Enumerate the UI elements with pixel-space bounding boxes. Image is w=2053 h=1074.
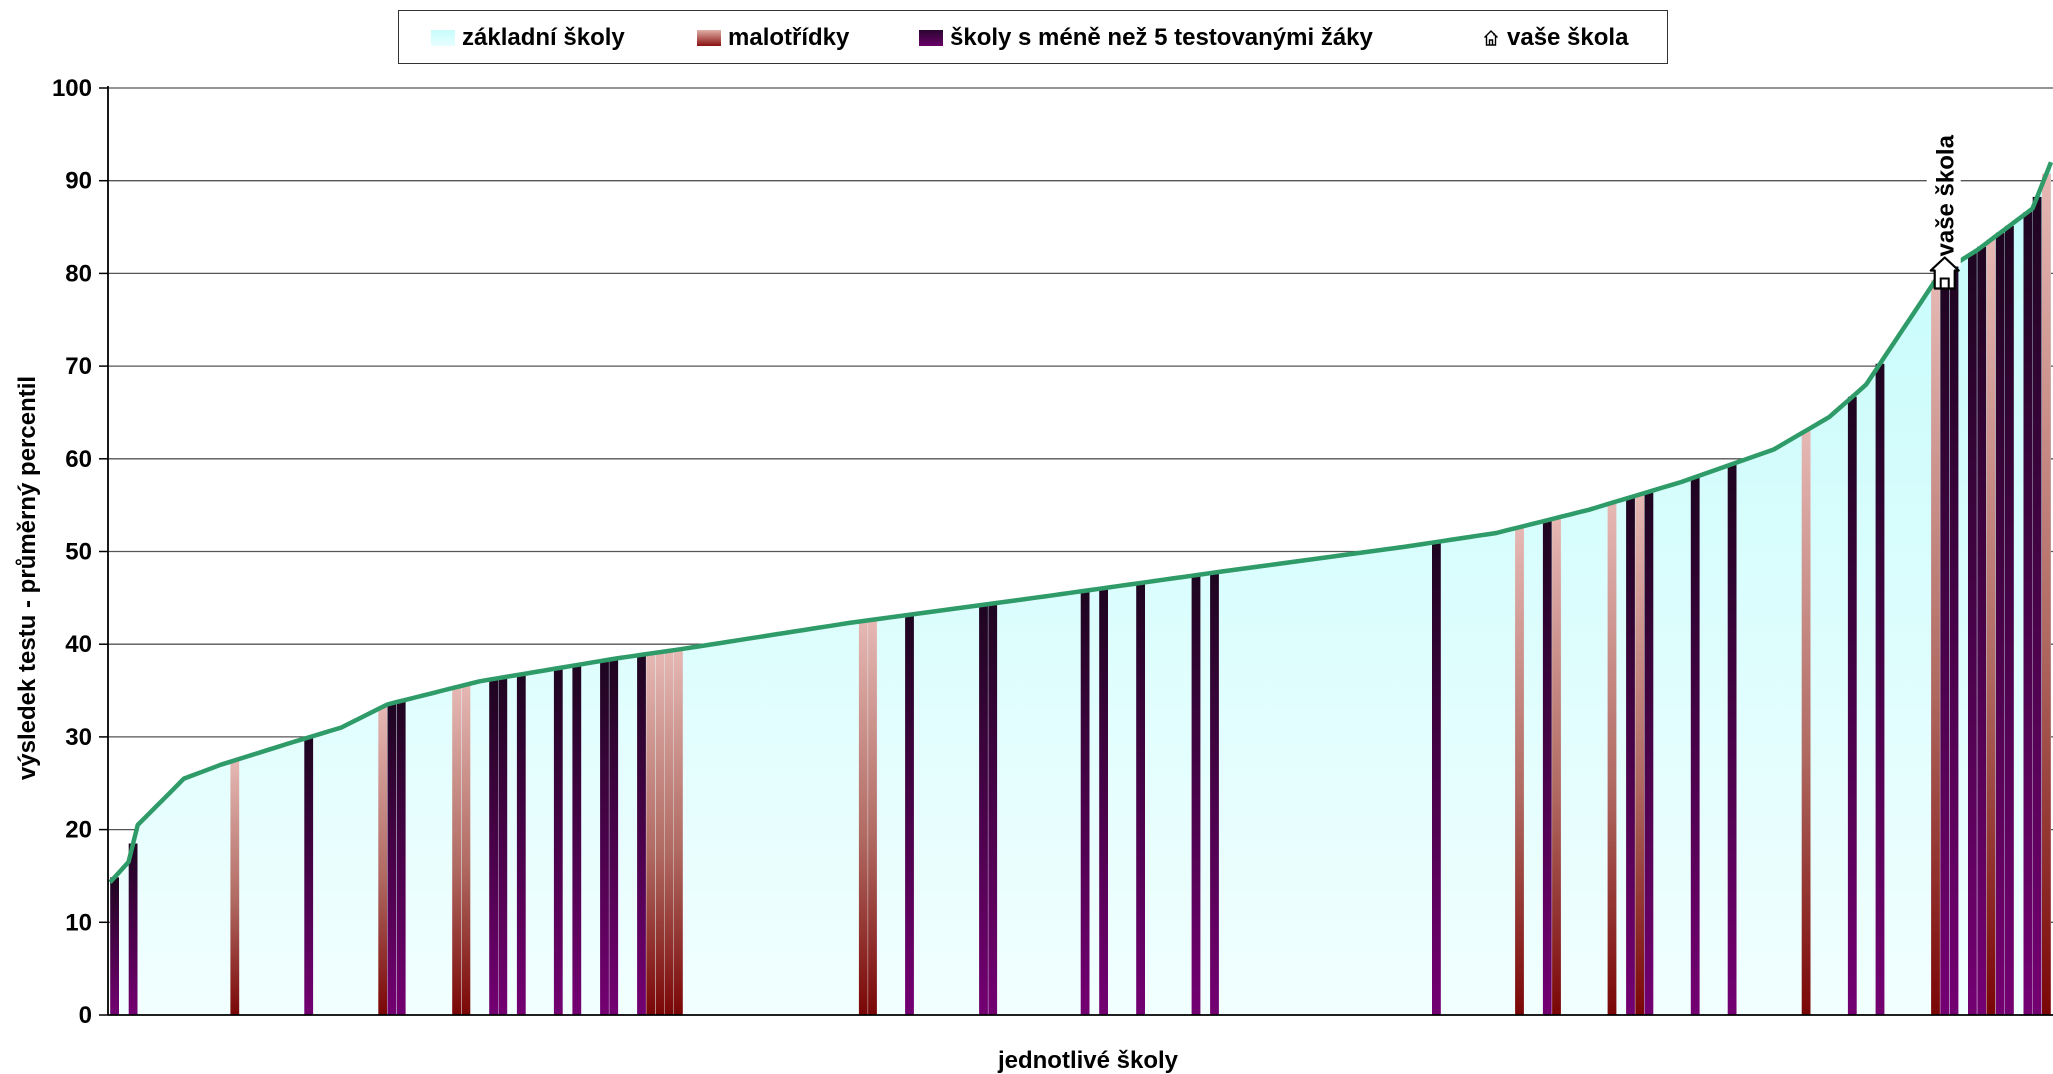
bar-mala-skola	[489, 679, 498, 1015]
y-tick-label: 50	[65, 539, 92, 566]
bar-mala-skola	[1727, 464, 1737, 1016]
legend-item-malotridky: malotřídky	[697, 24, 850, 51]
bar-mala-skola	[1099, 588, 1108, 1015]
bar-mala-skola	[1080, 590, 1090, 1015]
legend-item-vase-skola: vaše škola	[1483, 24, 1629, 51]
bar-malotridka	[1552, 517, 1561, 1015]
bar-malotridka	[1635, 494, 1645, 1015]
bar-mala-skola	[1847, 396, 1857, 1015]
bar-mala-skola	[2005, 225, 2014, 1015]
bar-mala-skola	[905, 614, 914, 1015]
y-tick-label: 90	[65, 168, 92, 195]
house-icon-door	[1939, 277, 1950, 289]
column-series	[110, 173, 2051, 1016]
x-axis-label: jednotlivé školy	[997, 1047, 1179, 1074]
legend-item-male-skoly: školy s méně než 5 testovanými žáky	[919, 24, 1373, 51]
bar-mala-skola	[1968, 253, 1977, 1016]
bar-mala-skola	[387, 703, 397, 1015]
bar-mala-skola	[1977, 246, 1987, 1015]
legend-label-male: školy s méně než 5 testovanými žáky	[950, 24, 1373, 51]
y-axis-label: výsledek testu - průměrný percentil	[14, 376, 41, 780]
your-school-annotation: vaše škola	[1926, 116, 1961, 290]
bar-mala-skola	[572, 665, 582, 1015]
bar-mala-skola	[637, 654, 646, 1015]
bar-mala-skola	[304, 737, 314, 1015]
bar-malotridka	[858, 621, 868, 1015]
bar-mala-skola	[396, 701, 406, 1015]
bar-malotridka	[1931, 280, 1940, 1015]
bar-mala-skola	[1949, 264, 1959, 1015]
bar-malotridka	[674, 649, 683, 1015]
bar-mala-skola	[1542, 520, 1552, 1015]
y-tick-label: 60	[65, 446, 92, 473]
bar-malotridka	[378, 706, 388, 1015]
bar-malotridka	[230, 760, 240, 1015]
bar-mala-skola	[1136, 582, 1145, 1015]
bar-mala-skola	[1995, 232, 2005, 1016]
bar-malotridka	[461, 684, 471, 1015]
bar-malotridka	[655, 652, 665, 1015]
y-tick-label: 80	[65, 260, 92, 287]
y-tick-label: 70	[65, 353, 92, 380]
bar-mala-skola	[988, 603, 998, 1015]
y-tick-label: 40	[65, 631, 92, 658]
bar-mala-skola	[1191, 575, 1201, 1015]
bar-mala-skola	[1626, 497, 1635, 1015]
annotation-bg	[1926, 116, 1961, 267]
bar-malotridka	[1986, 239, 1996, 1016]
y-tick-label: 100	[52, 75, 92, 102]
y-tick-label: 20	[65, 817, 92, 844]
series-line	[108, 161, 2053, 884]
legend-item-zakladni-skoly: základní školy	[431, 24, 625, 51]
house-icon	[1929, 256, 1960, 290]
bar-mala-skola	[1690, 477, 1700, 1016]
legend-label-zakladni: základní školy	[462, 24, 625, 51]
bar-mala-skola	[498, 677, 508, 1015]
axes	[107, 86, 2053, 1016]
legend-swatch-malotridky	[697, 30, 721, 46]
y-tick-labels: 0 10 20 30 40 50 60 70 80 90 100	[52, 75, 92, 1029]
bar-mala-skola	[1432, 542, 1441, 1015]
bar-malotridka	[664, 650, 674, 1015]
bar-mala-skola	[1644, 491, 1654, 1015]
bar-mala-skola	[2032, 196, 2042, 1015]
bar-mala-skola	[1210, 572, 1219, 1015]
your-school-label: vaše škola	[1933, 134, 1960, 256]
bar-malotridka	[452, 687, 461, 1015]
legend-label-vase: vaše škola	[1507, 24, 1629, 51]
bar-mala-skola	[553, 668, 563, 1015]
bar-mala-skola	[516, 674, 526, 1015]
legend-swatch-male	[919, 30, 943, 46]
bar-malotridka	[2042, 173, 2051, 1015]
bar-mala-skola	[600, 660, 609, 1015]
bar-malotridka	[868, 619, 877, 1015]
bar-mala-skola	[1875, 363, 1885, 1015]
bar-mala-skola	[979, 604, 988, 1015]
y-tick-label: 10	[65, 909, 92, 936]
bar-mala-skola	[128, 843, 138, 1015]
bar-malotridka	[1607, 502, 1617, 1015]
line-series	[108, 161, 2053, 884]
area-fill	[110, 162, 2051, 1015]
bar-mala-skola	[110, 877, 119, 1015]
bar-malotridka	[646, 653, 656, 1015]
legend-swatch-zakladni	[431, 30, 455, 46]
bar-mala-skola	[2023, 212, 2033, 1015]
bar-malotridka	[1515, 527, 1524, 1015]
bar-mala-skola	[609, 658, 619, 1015]
house-icon-body	[1929, 256, 1960, 290]
bar-malotridka	[1801, 430, 1811, 1016]
legend-label-malotridky: malotřídky	[728, 24, 850, 51]
y-tick-label: 0	[79, 1002, 92, 1029]
area-series-zakladni	[110, 162, 2051, 1015]
y-tick-label: 30	[65, 724, 92, 751]
legend: základní školy malotřídky školy s méně n…	[398, 10, 1668, 64]
bar-mala-skola	[1940, 270, 1950, 1015]
house-icon	[1484, 30, 1498, 46]
